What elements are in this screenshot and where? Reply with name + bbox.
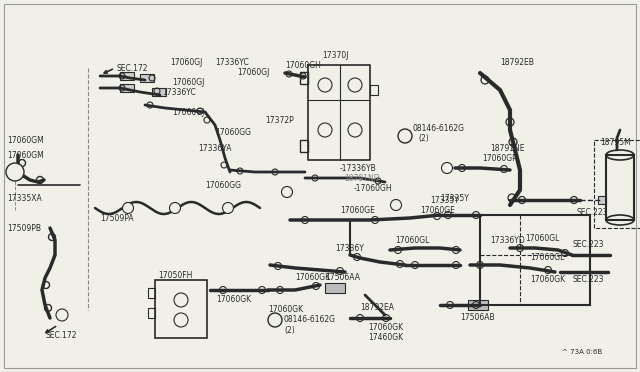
Bar [468,300,488,310]
Text: SEC.172: SEC.172 [45,330,77,340]
Bar [152,88,166,96]
Text: Z: Z [12,167,18,176]
Text: 17060GH: 17060GH [285,61,321,70]
Text: SEC.172: SEC.172 [116,64,147,73]
Text: 17060GK: 17060GK [530,276,565,285]
Text: 17372P: 17372P [265,115,294,125]
Bar [148,288,155,298]
Text: 17506AB: 17506AB [460,314,495,323]
Bar [140,74,154,82]
Text: 17060GJ: 17060GJ [172,77,204,87]
Text: 18791NE: 18791NE [490,144,525,153]
Text: 17060GK: 17060GK [268,305,303,314]
Text: -17336YB: -17336YB [340,164,377,173]
Text: 17509PB: 17509PB [7,224,41,232]
Text: 17050FH: 17050FH [158,270,193,279]
Bar [594,140,640,228]
Text: 08146-6162G: 08146-6162G [413,124,465,132]
Text: 08146-6162G: 08146-6162G [284,315,336,324]
Bar [370,85,378,95]
Text: 17060GK: 17060GK [295,273,330,282]
Text: o: o [227,205,230,211]
Text: n: n [126,205,130,211]
Text: 17060GL: 17060GL [525,234,559,243]
Text: SEC.223: SEC.223 [577,208,609,217]
Text: 17060GE: 17060GE [420,205,455,215]
Text: 17060GK: 17060GK [216,295,251,305]
Text: 17336YC: 17336YC [215,58,249,67]
Text: 17335XA: 17335XA [7,193,42,202]
Text: ^ 73A 0:6B: ^ 73A 0:6B [562,349,602,355]
Text: 17060GG: 17060GG [205,180,241,189]
Text: 17060GJ: 17060GJ [237,67,269,77]
Circle shape [6,163,24,181]
Text: 17335Y: 17335Y [440,193,469,202]
Text: -17060GH: -17060GH [354,183,392,192]
Text: 17060GJ: 17060GJ [170,58,202,67]
Bar [300,140,308,152]
Text: 18791ND: 18791ND [344,173,380,183]
Circle shape [442,163,452,173]
Text: 17060GG: 17060GG [215,128,251,137]
Bar [480,215,590,305]
Text: SEC.223: SEC.223 [573,240,605,248]
Circle shape [390,199,401,211]
Text: 18792EB: 18792EB [500,58,534,67]
Circle shape [170,202,180,214]
Bar [606,155,634,220]
Circle shape [56,309,68,321]
Text: p: p [285,189,289,195]
Bar [325,283,345,293]
Bar [120,72,134,80]
Text: 17060GM: 17060GM [7,151,44,160]
Text: SEC.223: SEC.223 [573,276,605,285]
Circle shape [223,202,234,214]
Text: (2): (2) [284,326,295,334]
Text: 17336YA: 17336YA [198,144,232,153]
Text: B: B [273,317,278,323]
Text: 17060GM: 17060GM [7,135,44,144]
Text: 17060GK: 17060GK [368,324,403,333]
Text: 17370J: 17370J [322,51,349,60]
Text: 17460GK: 17460GK [368,334,403,343]
Text: 17060GL: 17060GL [395,235,429,244]
Text: 17336YC: 17336YC [162,87,196,96]
Text: B: B [403,133,408,139]
Bar [300,72,308,84]
Text: 17506AA: 17506AA [325,273,360,282]
Circle shape [268,313,282,327]
Text: 17060GJ: 17060GJ [172,108,204,116]
Bar [148,308,155,318]
Text: 18795M: 18795M [600,138,631,147]
Text: (2): (2) [418,134,429,142]
Circle shape [122,202,134,214]
Text: r: r [446,166,448,170]
Text: 17509PA: 17509PA [100,214,134,222]
Text: 17336YD: 17336YD [490,235,525,244]
Bar [120,84,134,92]
Text: 17335Y: 17335Y [430,196,459,205]
Text: 17060GE: 17060GE [340,205,375,215]
Bar [598,196,606,204]
Text: 17060GL: 17060GL [530,253,564,263]
Circle shape [282,186,292,198]
Text: 17060GP: 17060GP [482,154,516,163]
Bar [155,280,207,338]
Text: n: n [173,205,177,211]
Text: m: m [59,312,65,317]
Text: q: q [394,202,397,208]
Circle shape [398,129,412,143]
Text: 17336Y: 17336Y [335,244,364,253]
Text: 18792EA: 18792EA [360,304,394,312]
